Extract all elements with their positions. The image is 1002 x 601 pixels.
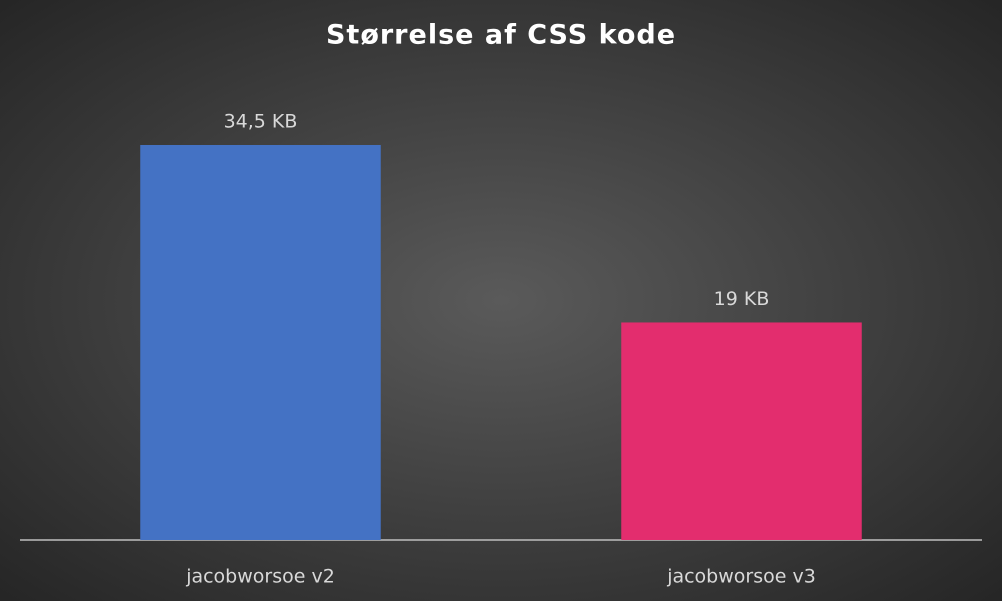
value-label: 34,5 KB xyxy=(224,111,298,133)
x-tick-label: jacobworsoe v3 xyxy=(666,566,816,588)
value-label: 19 KB xyxy=(714,288,770,310)
x-tick-label: jacobworsoe v2 xyxy=(185,566,335,588)
chart-title: Størrelse af CSS kode xyxy=(326,20,676,51)
bar xyxy=(621,322,862,540)
bar xyxy=(140,145,381,540)
